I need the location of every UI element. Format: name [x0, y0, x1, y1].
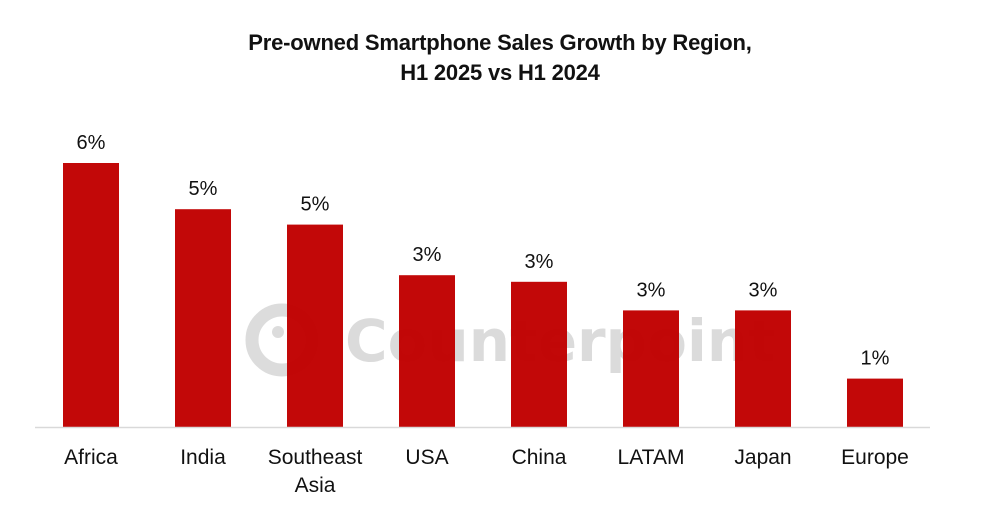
bar-india — [175, 209, 231, 427]
x-tick-label: LATAM — [618, 446, 685, 469]
bar-latam — [623, 310, 679, 427]
bar-china — [511, 281, 567, 427]
data-label: 5% — [189, 178, 218, 200]
bar-usa — [399, 275, 455, 427]
x-tick-label: Japan — [734, 446, 791, 469]
data-label: 3% — [525, 251, 554, 273]
x-tick-label: China — [512, 446, 567, 469]
watermark-logo-dot — [272, 326, 284, 338]
data-label: 3% — [413, 244, 442, 266]
data-label: 3% — [637, 279, 666, 301]
chart-title-line2: H1 2025 vs H1 2024 — [400, 60, 600, 85]
bar-japan — [735, 310, 791, 427]
bar-southeast-asia — [287, 224, 343, 427]
data-label: 1% — [861, 348, 890, 370]
x-tick-label: Africa — [64, 446, 118, 469]
x-tick-label: India — [180, 446, 226, 469]
data-label: 3% — [749, 279, 778, 301]
x-tick-label: Europe — [841, 446, 909, 469]
chart-title-line1: Pre-owned Smartphone Sales Growth by Reg… — [248, 30, 752, 55]
data-label: 6% — [77, 132, 106, 154]
data-label: 5% — [301, 194, 330, 216]
bar-africa — [63, 163, 119, 427]
x-tick-label: Asia — [295, 474, 336, 497]
bar-europe — [847, 378, 903, 427]
x-tick-label: Southeast — [268, 446, 363, 469]
chart-title: Pre-owned Smartphone Sales Growth by Reg… — [0, 28, 1000, 88]
x-tick-label: USA — [405, 446, 448, 469]
